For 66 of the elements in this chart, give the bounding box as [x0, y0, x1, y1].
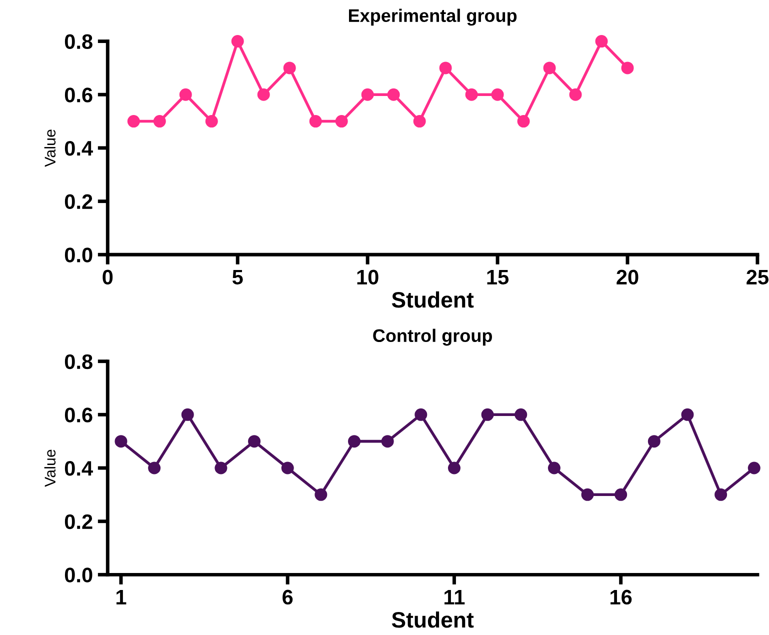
point: [465, 88, 478, 101]
point: [621, 62, 634, 74]
x-tick-label: 1: [116, 590, 126, 604]
chart-title: Experimental group: [349, 8, 517, 26]
point: [179, 88, 192, 101]
point: [381, 435, 394, 448]
point: [205, 115, 218, 128]
point: [361, 88, 374, 101]
point: [153, 115, 166, 128]
x-tick-label: 20: [616, 270, 638, 285]
x-tick-label: 0: [102, 270, 113, 285]
x-tick-label: 25: [746, 270, 768, 285]
x-tick-label: 6: [282, 590, 293, 605]
point: [481, 408, 494, 421]
point: [517, 115, 530, 128]
y-tick-label: 0.0: [64, 568, 92, 582]
point: [248, 435, 261, 448]
x-tick-label: 16: [610, 590, 632, 605]
point: [148, 462, 161, 474]
y-tick-label: 0.2: [64, 514, 92, 530]
point: [681, 408, 694, 421]
y-tick-label: 0.2: [64, 194, 92, 210]
point: [309, 115, 322, 128]
x-axis-title: Student: [392, 291, 474, 308]
y-tick-label: 0.4: [64, 140, 93, 156]
point: [448, 462, 460, 474]
point: [595, 35, 608, 48]
point: [114, 435, 128, 448]
x-tick-label: 15: [487, 270, 509, 285]
x-tick-label: 10: [357, 270, 378, 285]
point: [548, 462, 560, 474]
y-tick-label: 0.8: [64, 354, 92, 370]
point: [581, 488, 594, 501]
point: [283, 62, 296, 74]
point: [214, 462, 228, 474]
point: [257, 88, 270, 101]
point: [543, 62, 556, 74]
point: [314, 488, 328, 501]
x-tick-label: 5: [232, 270, 243, 285]
point: [413, 115, 426, 128]
point: [335, 115, 348, 128]
point: [414, 408, 428, 421]
y-axis-title: Value: [44, 130, 56, 167]
point: [127, 115, 140, 128]
x-axis-title: Student: [392, 611, 474, 628]
point: [231, 35, 244, 48]
point: [748, 462, 760, 474]
point: [348, 435, 361, 448]
point: [614, 488, 628, 501]
y-tick-label: 0.8: [64, 34, 92, 50]
y-tick-label: 0.6: [64, 408, 92, 422]
point: [439, 62, 452, 74]
point: [281, 462, 294, 474]
point: [491, 88, 504, 101]
point: [514, 408, 528, 421]
chart-title: Control group: [373, 328, 492, 346]
y-axis-title: Value: [44, 450, 56, 487]
point: [648, 435, 660, 448]
y-tick-label: 0.0: [64, 248, 92, 262]
x-tick-label: 11: [444, 590, 465, 604]
point: [181, 408, 194, 421]
point: [569, 88, 582, 101]
point: [387, 88, 400, 101]
y-tick-label: 0.4: [64, 460, 93, 476]
point: [714, 488, 728, 501]
y-tick-label: 0.6: [64, 88, 92, 102]
